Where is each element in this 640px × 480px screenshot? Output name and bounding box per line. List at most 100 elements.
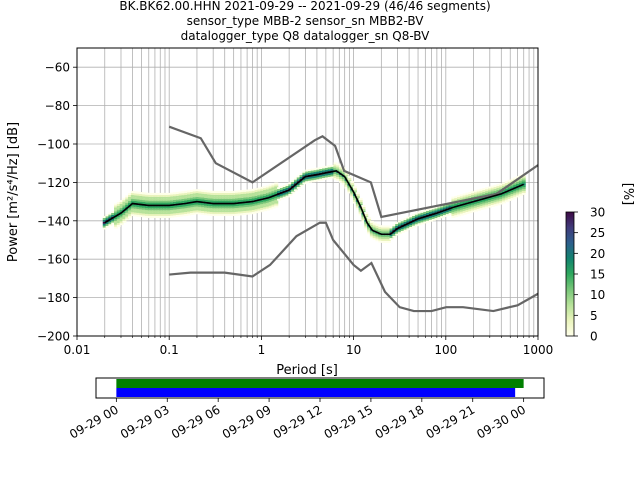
low-noise-model-line <box>169 221 539 313</box>
histogram-cell <box>518 188 523 191</box>
histogram-cell <box>150 206 155 209</box>
histogram-cell <box>465 196 470 199</box>
histogram-cell <box>243 193 248 196</box>
histogram-cell <box>319 168 324 171</box>
histogram-cell <box>229 196 234 199</box>
histogram-cell <box>237 205 242 208</box>
histogram-cell <box>516 195 521 198</box>
histogram-cell <box>378 240 383 243</box>
mean-curve-line <box>104 170 525 236</box>
histogram-cell <box>144 196 149 199</box>
histogram-cell <box>462 193 467 196</box>
histogram-cell <box>454 215 459 218</box>
histogram-cell <box>454 209 459 212</box>
histogram-cell <box>375 237 380 240</box>
histogram-cell <box>282 192 287 195</box>
histogram-cell <box>150 196 155 199</box>
histogram-cell <box>187 196 192 199</box>
histogram-cell <box>451 213 456 216</box>
histogram-cell <box>153 210 158 213</box>
histogram-cell <box>206 207 211 210</box>
histogram-cell <box>173 197 178 200</box>
histogram-cell <box>156 202 161 205</box>
histogram-cell <box>473 209 478 212</box>
histogram-cell <box>369 234 374 237</box>
histogram-cell <box>139 197 144 200</box>
histogram-cell <box>471 198 476 201</box>
histogram-cell <box>136 208 141 211</box>
histogram-cell <box>502 197 507 200</box>
histogram-cell <box>499 200 504 203</box>
histogram-cell <box>308 171 313 174</box>
histogram-cell <box>246 208 251 211</box>
histogram-cell <box>513 196 518 199</box>
histogram-cell <box>445 212 450 215</box>
histogram-cell <box>212 196 217 199</box>
histogram-cell <box>142 215 147 218</box>
histogram-cell <box>437 215 442 218</box>
histogram-cell <box>448 205 453 208</box>
histogram-cell <box>181 196 186 199</box>
histogram-cell <box>367 232 372 235</box>
histogram-cell <box>173 201 178 204</box>
histogram-cell <box>173 207 178 210</box>
histogram-cell <box>471 210 476 213</box>
histogram-cell <box>459 194 464 197</box>
histogram-cell <box>336 167 341 170</box>
histogram-cell <box>122 207 127 210</box>
histogram-cell <box>372 224 377 227</box>
histogram-cell <box>178 197 183 200</box>
histogram-cell <box>122 197 127 200</box>
histogram-cell <box>167 200 172 203</box>
histogram-cell <box>173 213 178 216</box>
histogram-cell <box>144 208 149 211</box>
histogram-cell <box>288 190 293 193</box>
histogram-cell <box>209 210 214 213</box>
histogram-cell <box>139 193 144 196</box>
histogram-cell <box>454 199 459 202</box>
histogram-cell <box>150 202 155 205</box>
histogram-cell <box>201 189 206 192</box>
histogram-cell <box>479 207 484 210</box>
histogram-cell <box>248 204 253 207</box>
histogram-cell <box>229 198 234 201</box>
histogram-cell <box>232 190 237 193</box>
histogram-cell <box>257 193 262 196</box>
histogram-cell <box>445 210 450 213</box>
histogram-cell <box>471 191 476 194</box>
histogram-cell <box>274 192 279 194</box>
grid-lines <box>76 48 538 337</box>
histogram-cell <box>203 192 208 195</box>
histogram-cell <box>310 168 315 171</box>
histogram-cell <box>493 184 498 187</box>
histogram-cell <box>147 210 152 213</box>
timeline-tick-label: 09-29 12 <box>271 402 325 441</box>
histogram-cell <box>392 233 397 236</box>
histogram-cell <box>254 203 259 206</box>
histogram-cell <box>369 222 374 225</box>
histogram-cell <box>465 200 470 203</box>
histogram-cell <box>308 180 313 183</box>
histogram-cell <box>462 206 467 209</box>
histogram-cell <box>327 174 332 177</box>
histogram-cell <box>192 189 197 192</box>
histogram-cell <box>308 176 313 179</box>
histogram-cell <box>313 175 318 178</box>
histogram-cell <box>330 176 335 179</box>
histogram-cell <box>116 203 121 206</box>
histogram-cell <box>161 196 166 199</box>
histogram-cell <box>367 226 372 229</box>
histogram-cell <box>263 186 268 189</box>
histogram-cell <box>465 211 470 214</box>
plot-area <box>77 48 538 336</box>
histogram-cell <box>358 201 363 204</box>
histogram-cell <box>502 189 507 192</box>
histogram-cell <box>336 169 341 172</box>
histogram-cell <box>156 214 161 217</box>
histogram-cell <box>257 189 262 192</box>
histogram-cell <box>322 168 327 171</box>
histogram-cell <box>274 184 279 187</box>
histogram-cell <box>428 212 433 215</box>
histogram-cell <box>223 196 228 199</box>
histogram-cell <box>209 208 214 211</box>
